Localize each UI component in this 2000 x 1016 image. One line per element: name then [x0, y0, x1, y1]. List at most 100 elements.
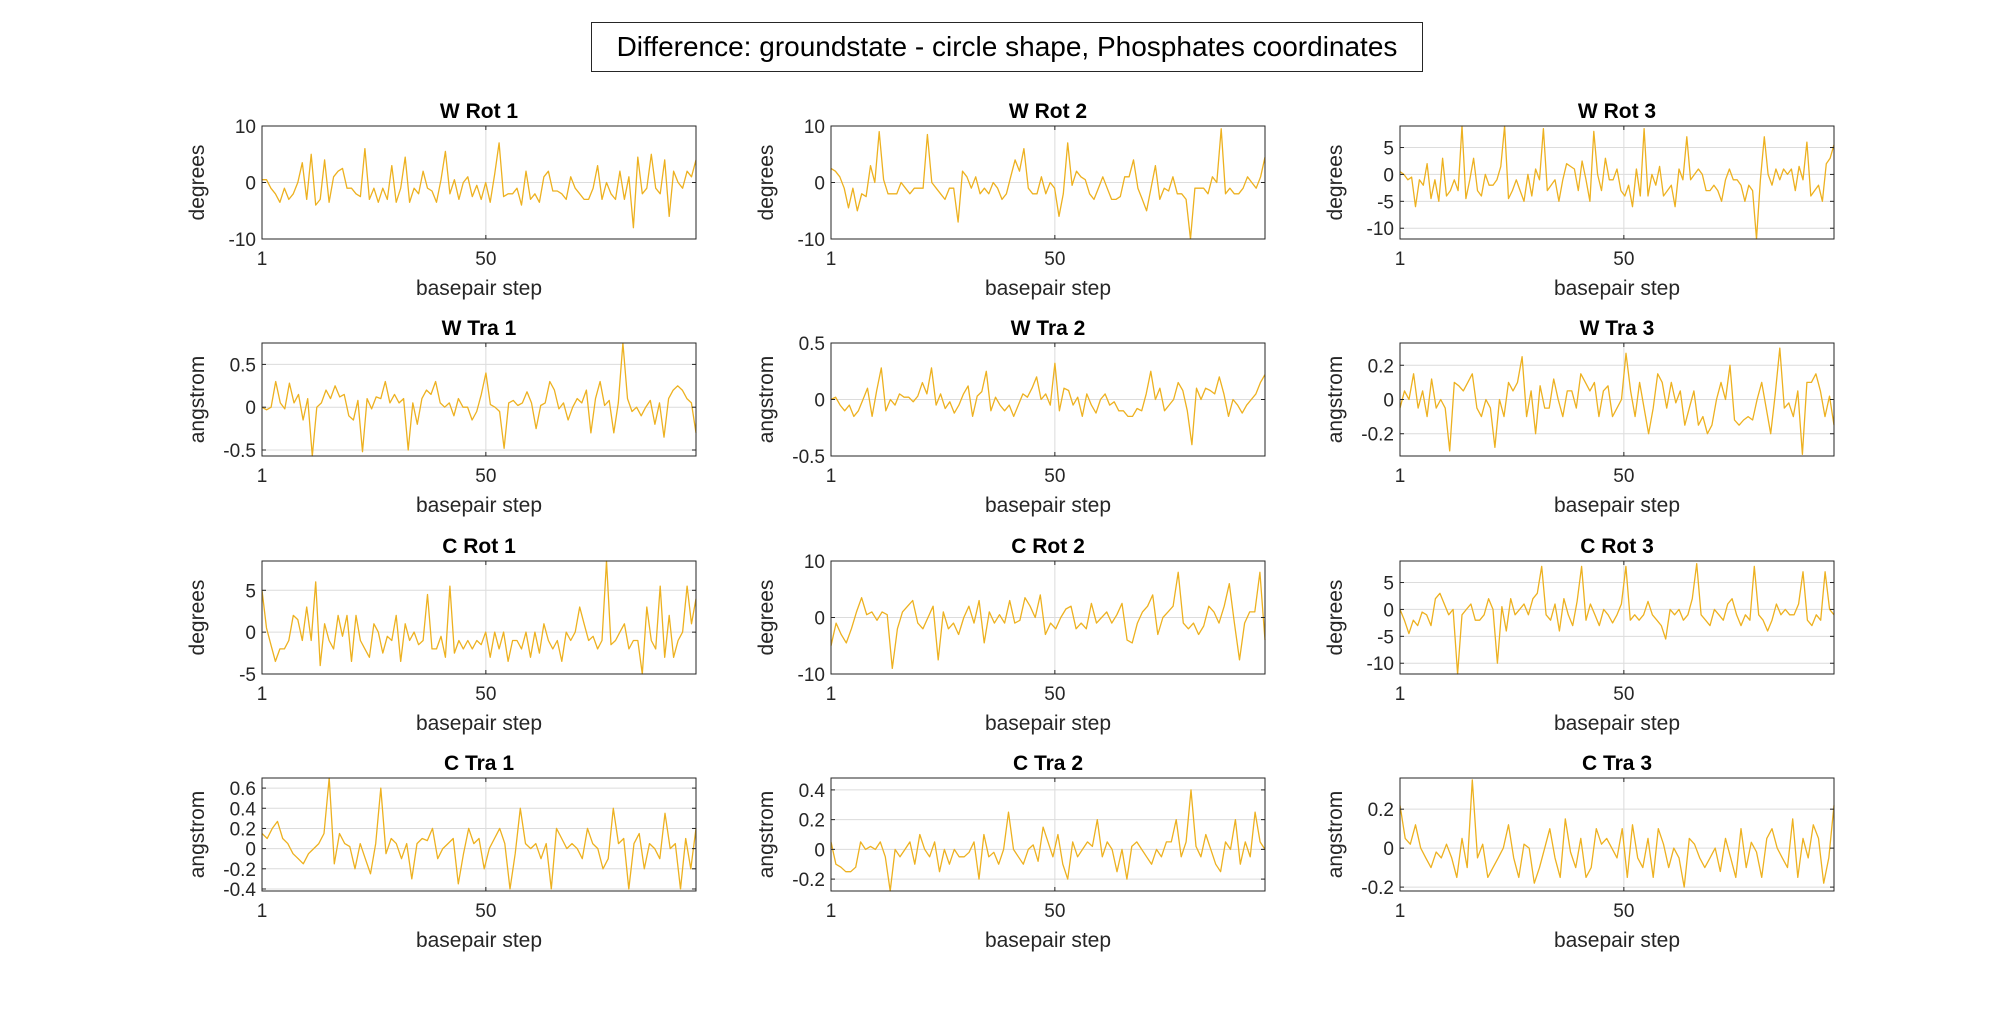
- y-tick-label: -0.2: [1361, 878, 1394, 899]
- plot-area: [1400, 561, 1834, 674]
- x-axis-label: basepair step: [416, 712, 542, 735]
- subplot-w-tra-3: -0.2 0 0.2 1 50 W Tra 3 basepair step angstrom: [1324, 317, 1835, 517]
- subplot-c-tra-2: -0.2 0 0.2 0.4 1 50 C Tra 2 basepair step angstr…: [755, 752, 1266, 952]
- plot-area: [262, 778, 696, 891]
- series-line: [262, 142, 697, 229]
- subplot-w-rot-2: -10 0 10 1 50 W Rot 2 basepair step degrees: [755, 100, 1266, 300]
- y-tick-label: 0.6: [230, 779, 256, 800]
- y-axis-label: angstrom: [186, 356, 209, 444]
- y-axis-label: angstrom: [755, 356, 778, 444]
- axes-box: [1399, 125, 1835, 240]
- y-axis-label: degrees: [186, 580, 209, 656]
- y-tick-label: 5: [245, 581, 256, 602]
- x-tick-label: 1: [826, 684, 837, 705]
- y-tick-label: 0.5: [799, 334, 825, 355]
- x-tick-label: 1: [1395, 901, 1406, 922]
- x-tick-label: 1: [1395, 684, 1406, 705]
- y-tick-label: -0.2: [792, 870, 825, 891]
- x-axis-label: basepair step: [416, 277, 542, 300]
- axes-box: [830, 777, 1266, 892]
- y-axis-label: degrees: [755, 580, 778, 656]
- y-tick-label: -10: [1367, 219, 1394, 240]
- y-tick-label: 0: [1383, 391, 1394, 412]
- y-tick-label: -10: [798, 665, 825, 686]
- plot-area: [831, 778, 1265, 891]
- x-axis-label: basepair step: [1554, 712, 1680, 735]
- x-tick-label: 50: [1613, 466, 1634, 487]
- y-tick-label: 0: [245, 398, 256, 419]
- x-tick-label: 1: [826, 249, 837, 270]
- x-axis-label: basepair step: [985, 929, 1111, 952]
- series-line: [830, 128, 1266, 240]
- subplot-title: C Rot 3: [1580, 535, 1654, 558]
- subplot-title: W Rot 1: [440, 100, 518, 123]
- y-axis-label: degrees: [186, 145, 209, 221]
- y-axis-label: degrees: [755, 145, 778, 221]
- y-tick-label: 0.2: [1368, 356, 1394, 377]
- axes-box: [1399, 777, 1835, 892]
- y-tick-label: 0: [1383, 839, 1394, 860]
- x-axis-label: basepair step: [985, 277, 1111, 300]
- x-axis-label: basepair step: [1554, 494, 1680, 517]
- x-tick-label: 50: [1044, 901, 1065, 922]
- series-line: [1399, 779, 1835, 888]
- axes-box: [261, 342, 697, 457]
- x-axis-label: basepair step: [985, 712, 1111, 735]
- y-tick-label: -0.2: [1361, 425, 1394, 446]
- y-tick-label: 5: [1383, 574, 1394, 595]
- series-line: [1399, 347, 1835, 455]
- x-tick-label: 1: [1395, 249, 1406, 270]
- subplot-w-tra-2: -0.5 0 0.5 1 50 W Tra 2 basepair step angstrom: [755, 317, 1266, 517]
- subplot-c-rot-3: -10 -5 0 5 1 50 C Rot 3 basepair step degrees: [1324, 535, 1835, 735]
- plot-area: [1400, 778, 1834, 891]
- y-tick-label: -5: [1377, 192, 1394, 213]
- x-tick-label: 50: [1613, 249, 1634, 270]
- y-tick-label: 10: [804, 552, 825, 573]
- x-tick-label: 50: [1044, 466, 1065, 487]
- subplot-title: W Rot 3: [1578, 100, 1656, 123]
- series-line: [830, 571, 1266, 670]
- subplot-title: W Tra 1: [442, 317, 517, 340]
- series-line: [1399, 563, 1835, 675]
- y-tick-label: -10: [1367, 654, 1394, 675]
- series-line: [1399, 125, 1835, 240]
- axes-box: [261, 777, 697, 892]
- y-tick-label: 10: [235, 117, 256, 138]
- axes-box: [261, 560, 697, 675]
- series-line: [261, 342, 697, 457]
- y-tick-label: -0.5: [792, 447, 825, 468]
- y-tick-label: 0.2: [799, 811, 825, 832]
- x-axis-label: basepair step: [985, 494, 1111, 517]
- subplot-title: C Rot 2: [1011, 535, 1085, 558]
- y-tick-label: 0: [1383, 600, 1394, 621]
- y-axis-label: angstrom: [1324, 791, 1347, 879]
- x-tick-label: 50: [1044, 684, 1065, 705]
- y-tick-label: 0.2: [1368, 800, 1394, 821]
- x-tick-label: 1: [826, 901, 837, 922]
- y-tick-label: 0: [245, 174, 256, 195]
- x-tick-label: 1: [257, 901, 268, 922]
- x-tick-label: 1: [826, 466, 837, 487]
- y-tick-label: 0: [814, 840, 825, 861]
- x-tick-label: 50: [475, 249, 496, 270]
- x-tick-label: 1: [1395, 466, 1406, 487]
- y-tick-label: 0.4: [799, 781, 826, 802]
- y-tick-label: -0.2: [223, 860, 256, 881]
- y-axis-label: angstrom: [186, 791, 209, 879]
- figure-suptitle: Difference: groundstate - circle shape, …: [591, 22, 1423, 72]
- y-tick-label: 0.4: [230, 799, 257, 820]
- y-axis-label: angstrom: [755, 791, 778, 879]
- x-tick-label: 50: [475, 901, 496, 922]
- subplot-c-tra-1: -0.4-0.200.20.40.6 1 50 C Tra 1 basepair ste…: [186, 752, 697, 952]
- x-axis-label: basepair step: [1554, 929, 1680, 952]
- y-axis-label: degrees: [1324, 145, 1347, 221]
- subplot-title: C Tra 3: [1582, 752, 1652, 775]
- subplot-title: W Tra 3: [1580, 317, 1655, 340]
- x-axis-label: basepair step: [416, 494, 542, 517]
- subplot-title: C Tra 2: [1013, 752, 1083, 775]
- y-tick-label: -0.4: [223, 880, 256, 901]
- x-tick-label: 50: [1044, 249, 1065, 270]
- x-tick-label: 1: [257, 684, 268, 705]
- x-tick-label: 50: [1613, 901, 1634, 922]
